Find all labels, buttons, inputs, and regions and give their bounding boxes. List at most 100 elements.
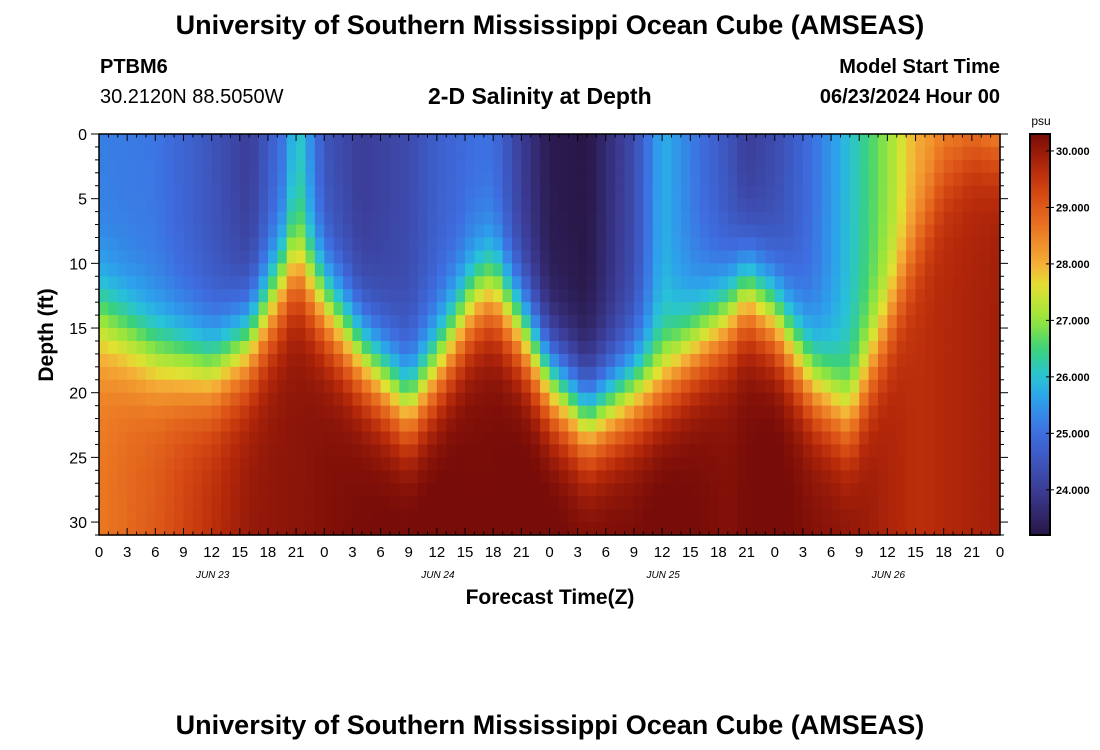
heatmap-cell bbox=[990, 496, 1001, 510]
heatmap-cell bbox=[324, 340, 335, 355]
heatmap-cell bbox=[709, 134, 720, 148]
heatmap-cell bbox=[568, 224, 579, 239]
heatmap-cell bbox=[371, 405, 382, 420]
heatmap-cell bbox=[549, 509, 560, 523]
heatmap-cell bbox=[117, 340, 128, 355]
heatmap-cell bbox=[221, 146, 231, 161]
heatmap-cell bbox=[765, 457, 776, 471]
heatmap-cell bbox=[652, 522, 663, 536]
heatmap-cell bbox=[418, 379, 429, 394]
heatmap-cell bbox=[840, 379, 851, 394]
heatmap-cell bbox=[389, 134, 400, 148]
heatmap-cell bbox=[333, 328, 344, 342]
heatmap-cell bbox=[943, 276, 954, 290]
heatmap-cell bbox=[380, 172, 391, 187]
heatmap-cell bbox=[915, 159, 926, 174]
heatmap-cell bbox=[530, 289, 541, 303]
heatmap-cell bbox=[127, 289, 138, 303]
heatmap-cell bbox=[558, 159, 569, 174]
heatmap-cell bbox=[127, 444, 138, 458]
heatmap-cell bbox=[305, 496, 316, 510]
heatmap-cell bbox=[511, 211, 522, 226]
heatmap-cell bbox=[399, 470, 410, 484]
heatmap-cell bbox=[521, 496, 532, 510]
heatmap-cell bbox=[145, 444, 156, 458]
heatmap-cell bbox=[389, 457, 400, 471]
heatmap-cell bbox=[831, 522, 842, 536]
heatmap-cell bbox=[549, 418, 560, 433]
heatmap-cell bbox=[164, 172, 175, 187]
heatmap-cell bbox=[333, 315, 344, 329]
heatmap-cell bbox=[249, 457, 260, 471]
heatmap-cell bbox=[774, 405, 785, 420]
heatmap-cell bbox=[474, 237, 485, 252]
heatmap-cell bbox=[164, 185, 175, 200]
heatmap-cell bbox=[502, 134, 513, 148]
heatmap-cell bbox=[408, 263, 419, 277]
heatmap-cell bbox=[361, 340, 372, 355]
heatmap-cell bbox=[455, 276, 466, 290]
heatmap-cell bbox=[774, 470, 785, 484]
heatmap-cell bbox=[521, 418, 532, 433]
heatmap-cell bbox=[183, 340, 194, 355]
heatmap-cell bbox=[934, 211, 945, 226]
heatmap-cell bbox=[596, 522, 607, 536]
heatmap-cell bbox=[127, 366, 138, 381]
heatmap-cell bbox=[511, 340, 522, 355]
heatmap-cell bbox=[746, 366, 757, 381]
heatmap-cell bbox=[737, 237, 748, 252]
heatmap-cell bbox=[502, 172, 513, 187]
heatmap-cell bbox=[249, 289, 260, 303]
heatmap-cell bbox=[380, 366, 391, 381]
heatmap-cell bbox=[680, 522, 691, 536]
heatmap-cell bbox=[474, 185, 485, 200]
heatmap-cell bbox=[230, 315, 241, 329]
heatmap-cell bbox=[352, 237, 363, 252]
heatmap-cell bbox=[296, 134, 307, 148]
heatmap-cell bbox=[831, 159, 842, 174]
heatmap-cell bbox=[408, 159, 419, 174]
heatmap-cell bbox=[934, 366, 945, 381]
x-tick-label: 0 bbox=[996, 544, 1004, 561]
heatmap-cell bbox=[502, 366, 513, 381]
heatmap-cell bbox=[333, 392, 344, 407]
heatmap-cell bbox=[662, 405, 673, 420]
heatmap-cell bbox=[286, 444, 297, 458]
heatmap-cell bbox=[671, 134, 682, 148]
heatmap-cell bbox=[164, 328, 175, 342]
heatmap-cell bbox=[521, 211, 532, 226]
heatmap-cell bbox=[943, 379, 954, 394]
heatmap-cell bbox=[108, 353, 119, 368]
heatmap-cell bbox=[436, 263, 447, 277]
heatmap-cell bbox=[511, 353, 522, 368]
heatmap-cell bbox=[296, 224, 307, 239]
heatmap-cell bbox=[737, 134, 748, 148]
heatmap-cell bbox=[981, 366, 992, 381]
heatmap-cell bbox=[436, 146, 447, 161]
colorbar-tick-label: 27.000 bbox=[1056, 315, 1090, 327]
heatmap-cell bbox=[239, 315, 250, 329]
heatmap-cell bbox=[831, 134, 842, 148]
heatmap-cell bbox=[380, 392, 391, 407]
heatmap-cell bbox=[915, 237, 926, 252]
heatmap-cell bbox=[221, 457, 231, 471]
heatmap-cell bbox=[343, 198, 354, 213]
x-tick-label: 12 bbox=[203, 544, 220, 561]
heatmap-cell bbox=[361, 134, 372, 148]
heatmap-cell bbox=[239, 340, 250, 355]
heatmap-cell bbox=[389, 328, 400, 342]
heatmap-cell bbox=[577, 289, 588, 303]
heatmap-cell bbox=[117, 276, 128, 290]
heatmap-cell bbox=[99, 496, 109, 510]
heatmap-cell bbox=[549, 250, 560, 264]
heatmap-cell bbox=[746, 134, 757, 148]
heatmap-cell bbox=[324, 224, 335, 239]
heatmap-cell bbox=[305, 509, 316, 523]
heatmap-cell bbox=[596, 392, 607, 407]
heatmap-cell bbox=[953, 340, 964, 355]
heatmap-cell bbox=[662, 276, 673, 290]
heatmap-cell bbox=[99, 146, 109, 161]
heatmap-cell bbox=[155, 483, 166, 497]
heatmap-cell bbox=[117, 146, 128, 161]
heatmap-cell bbox=[596, 237, 607, 252]
